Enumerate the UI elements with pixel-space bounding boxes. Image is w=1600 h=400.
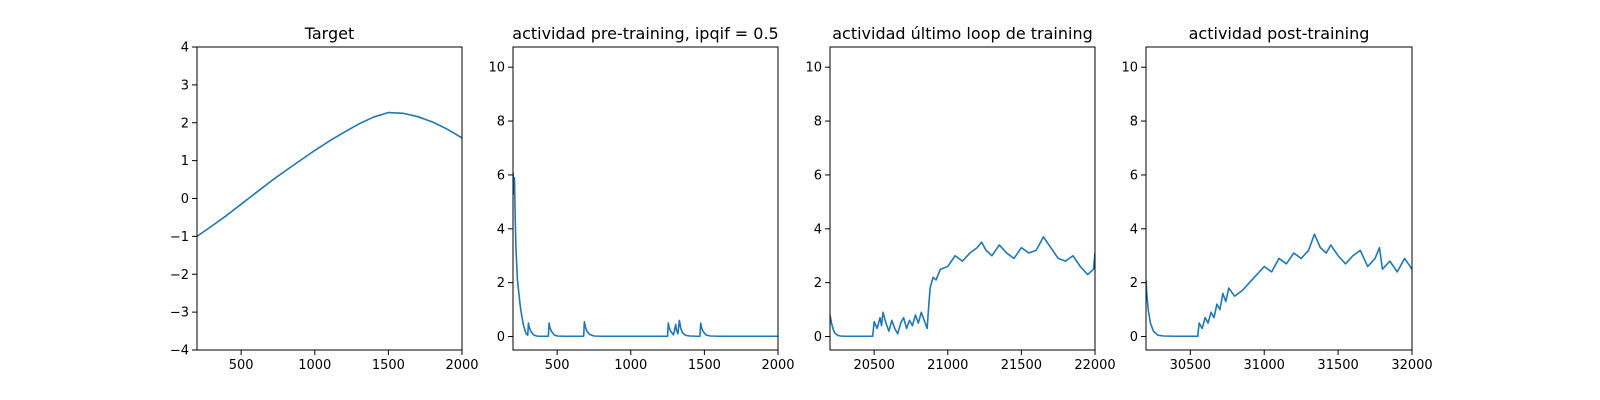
y-tick-label-1-4: −1	[170, 230, 189, 245]
y-tick-label-2-4: 6	[497, 168, 505, 183]
y-tick-label-1-9: 4	[181, 41, 189, 56]
x-tick-label-1-1: 500	[229, 358, 254, 373]
y-tick-label-3-3: 4	[814, 222, 822, 237]
y-tick-label-4-2: 2	[1130, 276, 1138, 291]
x-tick-label-2-2: 1000	[614, 358, 647, 373]
y-tick-label-3-2: 2	[814, 276, 822, 291]
series-line-2-1	[513, 172, 778, 338]
chart-panel-2: actividad pre-training, ipqif = 0.5 500 10…	[488, 24, 794, 373]
plot-frame-4	[1145, 46, 1413, 351]
y-tick-label-4-1: 0	[1130, 330, 1138, 345]
chart-title-3: actividad último loop de training	[832, 24, 1093, 43]
y-tick-label-1-1: −4	[170, 344, 189, 359]
y-tick-label-1-6: 1	[181, 154, 189, 169]
x-tick-label-3-2: 21000	[927, 358, 968, 373]
y-tick-label-2-5: 8	[497, 115, 505, 130]
y-tick-label-3-1: 0	[814, 330, 822, 345]
y-tick-label-4-6: 10	[1121, 61, 1138, 76]
x-tick-label-2-3: 1500	[688, 358, 721, 373]
y-tick-label-3-6: 10	[805, 61, 822, 76]
x-tick-label-1-3: 1500	[372, 358, 405, 373]
y-tick-label-2-6: 10	[488, 61, 505, 76]
plot-frame-3	[829, 46, 1096, 351]
y-tick-label-1-5: 0	[181, 192, 189, 207]
y-tick-label-1-8: 3	[181, 78, 189, 93]
x-tick-label-1-4: 2000	[445, 358, 478, 373]
x-tick-label-4-4: 32000	[1391, 358, 1432, 373]
y-tick-label-1-3: −2	[170, 268, 189, 283]
x-tick-label-3-1: 20500	[853, 358, 894, 373]
y-tick-label-3-4: 6	[814, 168, 822, 183]
chart-title-2: actividad pre-training, ipqif = 0.5	[512, 24, 778, 43]
chart-title-1: Target	[304, 24, 355, 43]
y-tick-label-3-5: 8	[814, 115, 822, 130]
series-line-3-1	[830, 236, 1095, 338]
x-tick-label-2-1: 500	[545, 358, 570, 373]
y-tick-label-2-3: 4	[497, 222, 505, 237]
chart-panel-4: actividad post-training 30500 31000 31500 32…	[1121, 24, 1432, 373]
y-tick-label-2-1: 0	[497, 330, 505, 345]
x-tick-label-4-3: 31500	[1317, 358, 1358, 373]
plot-frame-2	[512, 46, 779, 351]
y-tick-label-4-3: 4	[1130, 222, 1138, 237]
x-tick-label-4-1: 30500	[1170, 358, 1211, 373]
series-line-4-1	[1146, 233, 1412, 338]
chart-panel-1: Target 500 1000 1500 2000 −4 −3 −2 −1 0 1 2 3 4	[170, 24, 479, 373]
chart-title-4: actividad post-training	[1189, 24, 1370, 43]
x-tick-label-3-4: 22000	[1074, 358, 1115, 373]
y-tick-label-2-2: 2	[497, 276, 505, 291]
x-tick-label-1-2: 1000	[298, 358, 331, 373]
series-line-1-1	[197, 111, 462, 238]
y-tick-label-4-4: 6	[1130, 168, 1138, 183]
y-tick-label-4-5: 8	[1130, 115, 1138, 130]
y-tick-label-1-7: 2	[181, 116, 189, 131]
x-tick-label-2-4: 2000	[761, 358, 794, 373]
x-tick-label-4-2: 31000	[1244, 358, 1285, 373]
x-tick-label-3-3: 21500	[1001, 358, 1042, 373]
y-tick-label-1-2: −3	[170, 306, 189, 321]
